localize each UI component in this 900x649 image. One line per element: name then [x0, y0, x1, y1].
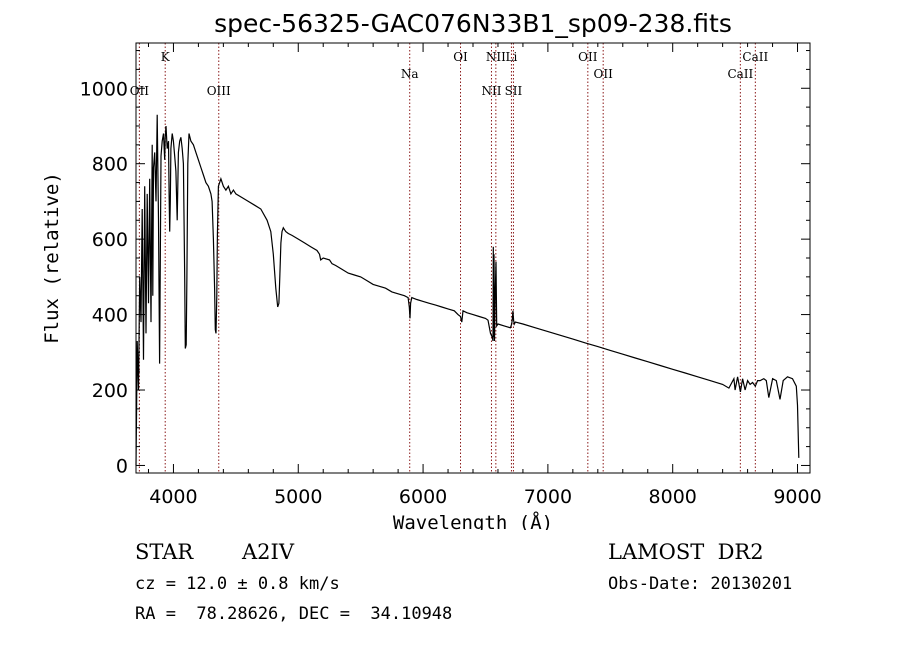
line-label-oii: OII — [578, 50, 598, 64]
y-tick-label-0: 0 — [116, 455, 128, 477]
y-tick-label-600: 600 — [92, 229, 128, 251]
x-tick-label-6000: 6000 — [399, 486, 447, 508]
x-tick-label-7000: 7000 — [524, 486, 572, 508]
spectrum-line — [135, 114, 800, 466]
line-label-caii: CaII — [727, 67, 753, 81]
x-axis-label: Wavelength (Å) — [393, 511, 553, 530]
survey-name: LAMOST DR2 — [608, 540, 764, 564]
ra-dec: RA = 78.28626, DEC = 34.10948 — [135, 604, 453, 624]
line-label-sii: SII — [505, 84, 523, 98]
chart-title: spec-56325-GAC076N33B1_sp09-238.fits — [214, 9, 732, 38]
y-tick-label-400: 400 — [92, 305, 128, 327]
x-tick-label-9000: 9000 — [773, 486, 821, 508]
line-label-nii: NII — [486, 50, 506, 64]
line-label-na: Na — [401, 67, 419, 81]
redshift-cz: cz = 12.0 ± 0.8 km/s — [135, 574, 340, 594]
x-tick-label-5000: 5000 — [274, 486, 322, 508]
line-label-oi: OI — [453, 50, 468, 64]
y-tick-label-200: 200 — [92, 380, 128, 402]
y-tick-label-1000: 1000 — [80, 78, 128, 100]
plot-frame — [135, 42, 811, 474]
line-label-oiii: OIII — [207, 84, 231, 98]
x-tick-label-8000: 8000 — [649, 486, 697, 508]
line-label-oii: OII — [130, 84, 150, 98]
x-tick-label-4000: 4000 — [149, 486, 197, 508]
line-label-li: Li — [506, 50, 518, 64]
line-label-k: K — [161, 50, 171, 64]
y-axis-label: Flux (relative) — [41, 172, 63, 344]
spectrum-chart: spec-56325-GAC076N33B1_sp09-238.fits K OI… — [41, 9, 822, 530]
spectral-subclass: A2IV — [242, 540, 294, 564]
object-type: STAR — [135, 540, 194, 564]
line-label-oii: OII — [594, 67, 614, 81]
observation-date: Obs-Date: 20130201 — [608, 574, 793, 594]
line-label-nii: NII — [481, 84, 501, 98]
y-tick-label-800: 800 — [92, 154, 128, 176]
axis-ticks: 4000 5000 6000 7000 8000 9000 0 200 400 600 800 100… — [80, 43, 822, 508]
line-label-caii: CaII — [742, 50, 768, 64]
